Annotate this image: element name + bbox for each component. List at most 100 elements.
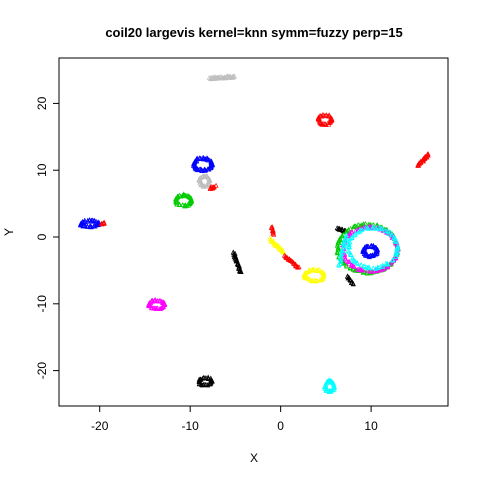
data-point (295, 264, 301, 270)
data-point (101, 219, 107, 225)
data-point (270, 230, 276, 236)
data-point (389, 232, 395, 238)
data-point (394, 246, 400, 252)
data-point (343, 231, 349, 237)
data-point (353, 223, 358, 229)
y-tick-label: 20 (35, 96, 49, 110)
data-point (177, 201, 183, 207)
data-point (345, 247, 351, 253)
data-point (345, 259, 351, 264)
data-point (101, 220, 107, 226)
data-point (395, 245, 401, 251)
data-point (232, 73, 237, 79)
data-point (189, 197, 195, 203)
data-point (208, 379, 214, 385)
data-point (374, 268, 380, 274)
data-point (351, 223, 357, 229)
y-tick-label: -20 (35, 362, 49, 380)
data-point (361, 263, 367, 269)
data-point (392, 235, 398, 241)
data-point (80, 223, 86, 229)
data-point (359, 267, 365, 273)
data-point (78, 222, 84, 228)
data-point (100, 220, 106, 226)
data-point (355, 221, 361, 227)
data-point (273, 243, 279, 249)
data-point (201, 375, 207, 381)
data-point (354, 266, 360, 272)
data-point (351, 264, 357, 270)
y-axis: -20 -10 0 10 20 (35, 96, 59, 379)
data-point (192, 164, 198, 170)
data-point (309, 266, 315, 272)
data-point (231, 74, 236, 80)
data-point (331, 384, 337, 390)
chart-title: coil20 largevis kernel=knn symm=fuzzy pe… (105, 25, 402, 40)
data-point (385, 261, 391, 266)
data-point (355, 260, 361, 266)
data-point (322, 121, 328, 127)
data-point (373, 247, 379, 253)
data-point (355, 229, 361, 235)
x-tick-label: -20 (91, 419, 109, 433)
data-point (365, 264, 371, 270)
data-point (377, 226, 383, 232)
data-point (343, 234, 349, 240)
data-point (301, 271, 307, 277)
data-point (392, 235, 398, 241)
data-point (88, 218, 94, 224)
y-tick-label: 0 (35, 233, 49, 240)
data-point (395, 249, 401, 255)
data-point (303, 274, 309, 280)
data-point (371, 268, 377, 274)
data-point (233, 258, 239, 264)
x-axis-label: X (250, 451, 258, 465)
data-point (306, 268, 312, 274)
data-point (335, 250, 341, 256)
data-point (96, 220, 102, 226)
data-point (340, 240, 346, 246)
x-tick-label: 10 (364, 419, 378, 433)
data-point (352, 232, 358, 238)
data-point (209, 378, 215, 384)
data-point (352, 258, 358, 264)
data-point (92, 223, 98, 229)
data-point (174, 201, 180, 207)
x-tick-label: -10 (182, 419, 200, 433)
data-point (182, 192, 188, 198)
data-point (336, 261, 342, 267)
data-point (339, 250, 344, 256)
data-point (314, 277, 320, 283)
data-point (362, 225, 368, 231)
data-point (208, 161, 214, 167)
data-point (380, 262, 386, 268)
data-point (393, 254, 399, 260)
data-point (237, 268, 243, 274)
data-point (370, 225, 376, 231)
data-point (327, 117, 333, 123)
data-point (379, 225, 385, 231)
data-point (346, 244, 352, 250)
data-point (373, 225, 379, 231)
data-point (178, 193, 184, 199)
y-tick-label: -10 (35, 295, 49, 313)
data-point (230, 249, 236, 255)
data-point (200, 382, 206, 387)
data-point (348, 252, 354, 257)
data-point (346, 227, 352, 233)
data-point (370, 265, 376, 271)
data-point (351, 232, 357, 238)
data-point (394, 239, 400, 245)
data-point (302, 273, 308, 279)
data-point (353, 227, 359, 233)
data-point (385, 264, 391, 270)
data-point (394, 249, 400, 255)
data-point (312, 277, 318, 283)
data-point (384, 261, 390, 267)
data-point (358, 262, 364, 268)
data-point (348, 231, 354, 237)
y-tick-label: 10 (35, 163, 49, 177)
data-point (372, 224, 378, 230)
data-point (207, 177, 213, 183)
